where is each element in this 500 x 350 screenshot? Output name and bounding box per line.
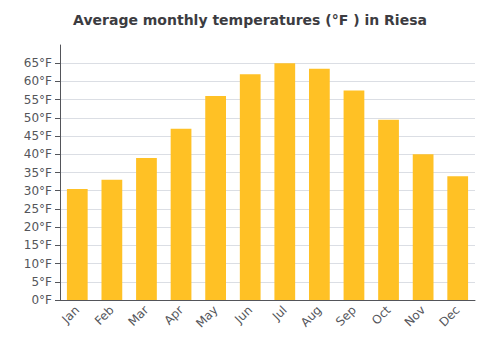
svg-text:55°F: 55°F — [24, 93, 52, 107]
svg-text:45°F: 45°F — [24, 129, 52, 143]
svg-text:35°F: 35°F — [24, 166, 52, 180]
svg-text:Apr: Apr — [161, 303, 186, 328]
svg-text:Aug: Aug — [298, 303, 324, 329]
svg-text:15°F: 15°F — [24, 238, 52, 252]
svg-text:25°F: 25°F — [24, 202, 52, 216]
svg-text:65°F: 65°F — [24, 56, 52, 70]
svg-text:Nov: Nov — [402, 303, 428, 329]
svg-text:Feb: Feb — [92, 303, 117, 328]
svg-text:Jul: Jul — [269, 303, 290, 324]
svg-text:Dec: Dec — [436, 303, 462, 329]
svg-text:Jan: Jan — [59, 303, 83, 327]
svg-text:0°F: 0°F — [31, 293, 52, 307]
svg-text:Sep: Sep — [333, 303, 359, 329]
svg-text:60°F: 60°F — [24, 74, 52, 88]
svg-text:40°F: 40°F — [24, 147, 52, 161]
svg-text:May: May — [193, 303, 220, 330]
svg-text:Jun: Jun — [231, 303, 255, 327]
svg-text:20°F: 20°F — [24, 220, 52, 234]
svg-text:10°F: 10°F — [24, 257, 52, 271]
svg-text:50°F: 50°F — [24, 111, 52, 125]
svg-text:5°F: 5°F — [31, 275, 52, 289]
svg-text:Mar: Mar — [126, 303, 152, 329]
svg-text:30°F: 30°F — [24, 184, 52, 198]
svg-text:Average monthly temperatures (: Average monthly temperatures (°F ) in Ri… — [73, 12, 427, 28]
svg-text:Oct: Oct — [369, 303, 394, 328]
